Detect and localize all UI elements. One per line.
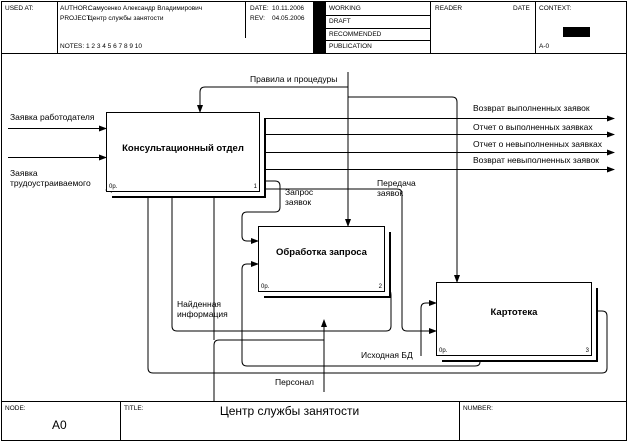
status-draft: DRAFT [329, 18, 351, 25]
number-label: NUMBER: [463, 405, 493, 412]
arrow-staff-b1 [213, 339, 324, 402]
label-in2b: трудоустраиваемого [10, 178, 91, 188]
label-out2: Отчет о выполненных заявках [473, 122, 593, 132]
status-recommended: RECOMMENDED [329, 31, 382, 38]
label-in2a: Заявка [10, 168, 38, 178]
label-db: Исходная БД [361, 350, 413, 360]
activity-code: 0р. [261, 284, 270, 290]
title-label: TITLE: [124, 405, 144, 412]
activity-box-3[interactable]: Картотека 0р. 3 [436, 282, 592, 356]
arrow-request [241, 180, 281, 244]
context-label: CONTEXT: [539, 5, 572, 12]
label-out1: Возврат выполненных заявок [473, 103, 590, 113]
label-found-a: Найденная [177, 299, 222, 309]
author-value: Самусенко Александр Владимирович [88, 5, 203, 12]
arrow-control [197, 72, 349, 113]
activity-box-2[interactable]: Обработка запроса 0р. 2 [258, 226, 385, 292]
notes: NOTES: 1 2 3 4 5 6 7 8 9 10 [60, 43, 143, 50]
arrow-db-b3 [420, 300, 437, 356]
label-control: Правила и процедуры [250, 74, 338, 84]
label-transfer-b: заявок [377, 188, 404, 198]
date-label: DATE: [250, 5, 269, 12]
rev-label: REV: [250, 15, 265, 22]
label-staff: Персонал [275, 377, 315, 387]
label-in1: Заявка работодателя [10, 112, 95, 122]
label-out4: Возврат невыполненных заявок [473, 155, 600, 165]
activity-number: 1 [253, 184, 257, 190]
date-value: 10.11.2006 [272, 5, 305, 12]
activity-title: Картотека [490, 307, 538, 318]
label-found-b: информация [177, 309, 228, 319]
arrow-db-b2 [241, 261, 481, 367]
activity-number: 2 [378, 284, 382, 290]
activity-code: 0р. [439, 348, 448, 354]
label-out3: Отчет о невыполненных заявках [473, 139, 603, 149]
used-at-label: USED AT: [5, 5, 34, 12]
node-value: A0 [52, 418, 67, 432]
label-transfer-a: Передача [377, 178, 416, 188]
project-label: PROJECT: [60, 15, 92, 22]
status-working: WORKING [329, 5, 361, 12]
node-ref: A-0 [539, 43, 550, 50]
author-label: AUTHOR: [60, 5, 90, 12]
activity-box-1[interactable]: Консультационный отдел 0р. 1 [106, 112, 260, 192]
label-request-b: заявок [285, 197, 312, 207]
rev-value: 04.05.2006 [272, 15, 305, 22]
status-publication: PUBLICATION [329, 43, 372, 50]
diagram-title: Центр службы занятости [219, 404, 360, 418]
date2-label: DATE [513, 5, 530, 12]
activity-title: Обработка запроса [276, 247, 367, 258]
working-marker [314, 2, 325, 53]
activity-number: 3 [585, 348, 589, 354]
arrow-feedback [105, 187, 608, 374]
activity-code: 0р. [109, 184, 118, 190]
node-label: NODE: [5, 405, 26, 412]
label-request-a: Запрос [285, 187, 314, 197]
context-thumbnail [563, 27, 590, 37]
arrow-transfer [258, 188, 437, 334]
arrow-control-b3 [348, 96, 460, 283]
reader-label: READER [435, 5, 463, 12]
project-value: Центр службы занятости [88, 15, 164, 22]
activity-title: Консультационный отдел [122, 143, 244, 154]
arrow-found-info [169, 189, 392, 332]
